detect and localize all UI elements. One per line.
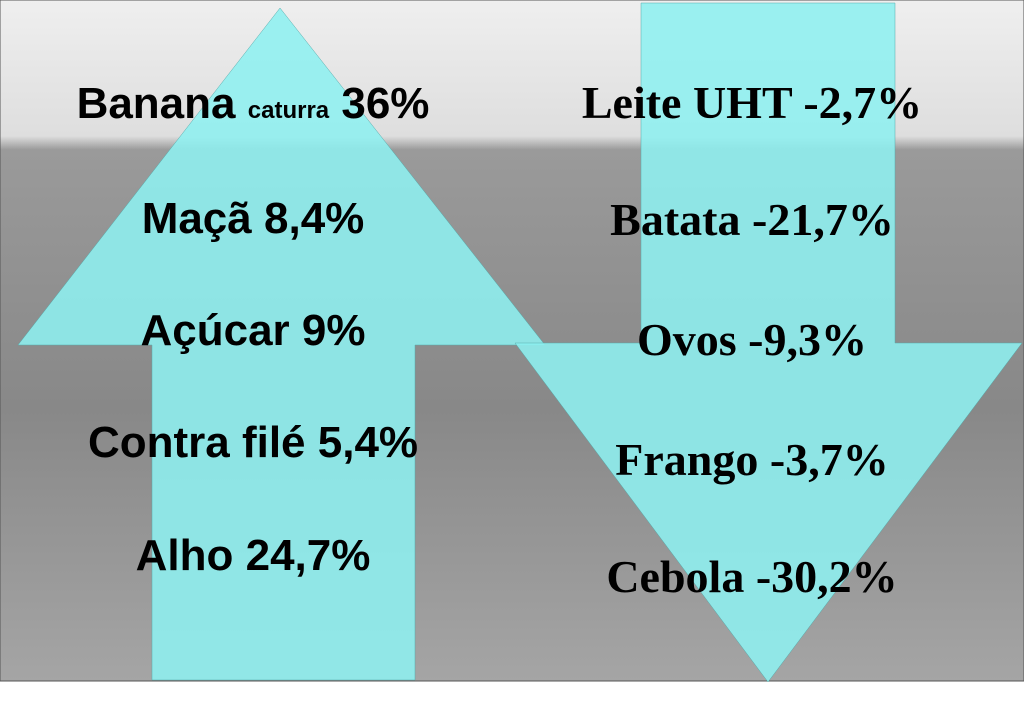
- decreases-item: Batata -21,7%: [610, 194, 894, 245]
- item-name: Cebola: [606, 551, 744, 602]
- item-change: -9,3%: [748, 314, 867, 365]
- item-name: Açúcar: [140, 306, 289, 355]
- item-name: Leite UHT: [582, 77, 792, 128]
- increases-item: Maçã 8,4%: [142, 194, 365, 243]
- item-note: caturra: [248, 97, 330, 124]
- labels: Banana caturra 36% Maçã 8,4% Açúcar 9% Cont…: [77, 77, 923, 602]
- increases-item: Alho 24,7%: [136, 531, 371, 580]
- item-name: Batata: [610, 194, 740, 245]
- item-name: Contra filé: [88, 418, 306, 467]
- item-change: 8,4%: [264, 194, 364, 243]
- item-name: Frango: [615, 434, 758, 485]
- item-change: -3,7%: [770, 434, 889, 485]
- item-name: Maçã: [142, 194, 253, 243]
- item-change: -21,7%: [752, 194, 894, 245]
- item-change: 24,7%: [246, 531, 371, 580]
- increases-item: Banana caturra 36%: [77, 79, 430, 128]
- decreases-item: Leite UHT -2,7%: [582, 77, 922, 128]
- decreases-item: Cebola -30,2%: [606, 551, 897, 602]
- item-change: -2,7%: [803, 77, 922, 128]
- decreases-item: Frango -3,7%: [615, 434, 888, 485]
- item-name: Alho: [136, 531, 234, 580]
- item-change: -30,2%: [756, 551, 898, 602]
- decreases-item: Ovos -9,3%: [637, 314, 867, 365]
- increases-item: Contra filé 5,4%: [88, 418, 418, 467]
- item-name: Banana: [77, 79, 236, 128]
- item-change: 5,4%: [318, 418, 418, 467]
- item-name: Ovos: [637, 314, 737, 365]
- item-change: 36%: [341, 79, 429, 128]
- down-arrow: [514, 2, 1023, 683]
- increases-item: Açúcar 9%: [140, 306, 365, 355]
- item-change: 9%: [302, 306, 366, 355]
